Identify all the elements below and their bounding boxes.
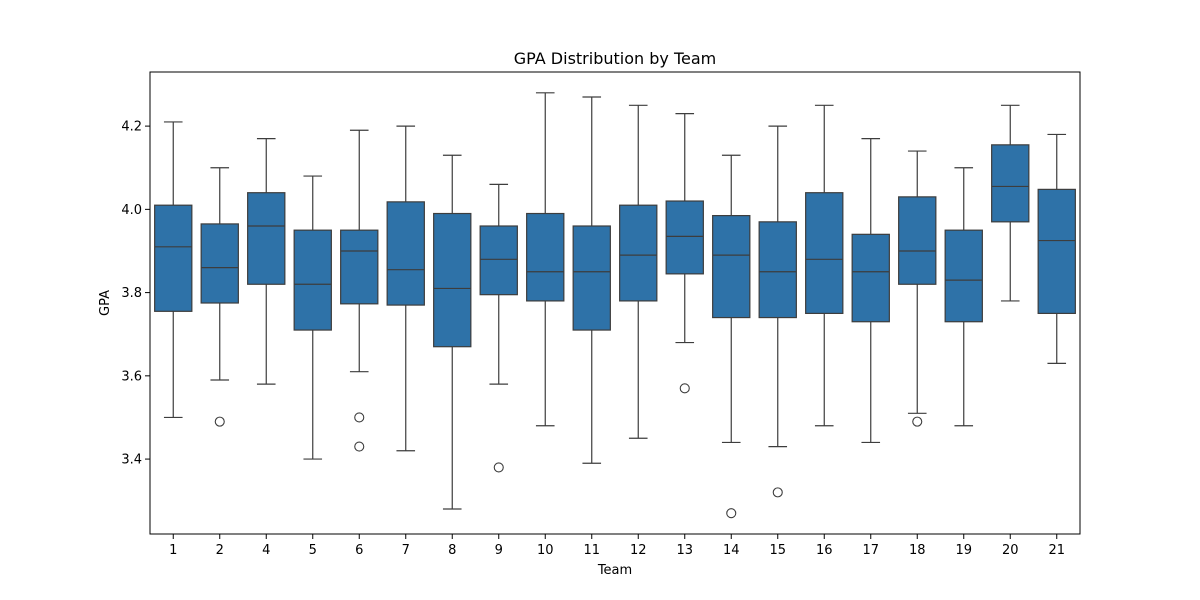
y-tick-label: 4.2: [121, 120, 142, 135]
x-tick-label: 21: [1048, 543, 1065, 558]
box-team-15: [758, 125, 797, 498]
iqr-box: [200, 223, 239, 304]
box-team-18: [898, 150, 937, 427]
box-team-4: [247, 137, 286, 385]
iqr-box: [526, 212, 565, 302]
y-tick-label: 3.4: [121, 453, 142, 468]
iqr-box: [572, 225, 611, 331]
iqr-box: [386, 201, 425, 306]
x-tick-label: 4: [262, 543, 270, 558]
x-tick-label: 11: [583, 543, 600, 558]
iqr-box: [293, 229, 332, 331]
x-tick-label: 13: [676, 543, 693, 558]
box-team-5: [293, 175, 332, 460]
x-tick-label: 20: [1002, 543, 1019, 558]
y-axis: 3.4 3.6 3.8 4.0 4.2: [121, 120, 150, 468]
iqr-box: [340, 229, 379, 305]
y-tick-label: 3.6: [121, 369, 142, 384]
box-team-21: [1037, 133, 1076, 364]
x-tick-label: 19: [955, 543, 972, 558]
iqr-box: [433, 212, 472, 348]
box-team-13: [665, 113, 704, 394]
iqr-box: [991, 144, 1030, 223]
plot-frame: [149, 71, 1081, 535]
box-team-19: [944, 167, 983, 427]
outlier-point: [214, 416, 225, 427]
iqr-box: [619, 204, 658, 302]
x-tick-label: 5: [309, 543, 317, 558]
x-tick-label: 6: [355, 543, 363, 558]
outlier-point: [493, 462, 504, 473]
box-team-12: [619, 104, 658, 439]
box-team-11: [572, 96, 611, 464]
x-tick-label: 12: [630, 543, 647, 558]
outlier-point: [912, 416, 923, 427]
iqr-box: [805, 192, 844, 315]
x-tick-label: 15: [769, 543, 786, 558]
box-team-6: [340, 129, 379, 452]
box-team-10: [526, 92, 565, 427]
y-axis-label: GPA: [98, 290, 113, 316]
box-team-1: [154, 121, 193, 419]
y-tick-label: 3.8: [121, 286, 142, 301]
box-team-17: [851, 137, 890, 444]
iqr-box: [1037, 188, 1076, 315]
x-tick-label: 17: [862, 543, 879, 558]
x-axis: 1 2 4 5 6 7 8 9 10 11 12 13 14 15 16 17 18 19 20 21: [169, 534, 1065, 558]
boxes-group: [154, 92, 1076, 519]
x-tick-label: 8: [448, 543, 456, 558]
iqr-box: [665, 200, 704, 275]
x-axis-label: Team: [597, 563, 632, 578]
x-tick-label: 2: [216, 543, 224, 558]
box-team-16: [805, 104, 844, 427]
x-tick-label: 14: [723, 543, 740, 558]
box-team-2: [200, 167, 239, 427]
box-team-14: [712, 154, 751, 519]
iqr-box: [898, 196, 937, 285]
box-team-20: [991, 104, 1030, 302]
outlier-point: [726, 508, 737, 519]
x-tick-label: 18: [909, 543, 926, 558]
iqr-box: [944, 229, 983, 323]
outlier-point: [354, 441, 365, 452]
outlier-point: [679, 383, 690, 394]
x-tick-label: 10: [537, 543, 554, 558]
iqr-box: [154, 204, 193, 312]
x-tick-label: 7: [402, 543, 410, 558]
x-tick-label: 9: [495, 543, 503, 558]
box-team-9: [479, 183, 518, 473]
outlier-point: [354, 412, 365, 423]
chart-title: GPA Distribution by Team: [514, 49, 716, 68]
iqr-box: [758, 221, 797, 319]
iqr-box: [851, 233, 890, 323]
outlier-point: [772, 487, 783, 498]
box-team-8: [433, 154, 472, 510]
y-tick-label: 4.0: [121, 203, 142, 218]
x-tick-label: 16: [816, 543, 833, 558]
iqr-box: [712, 214, 751, 319]
box-team-7: [386, 125, 425, 452]
x-tick-label: 1: [169, 543, 177, 558]
iqr-box: [247, 192, 286, 285]
iqr-box: [479, 225, 518, 296]
